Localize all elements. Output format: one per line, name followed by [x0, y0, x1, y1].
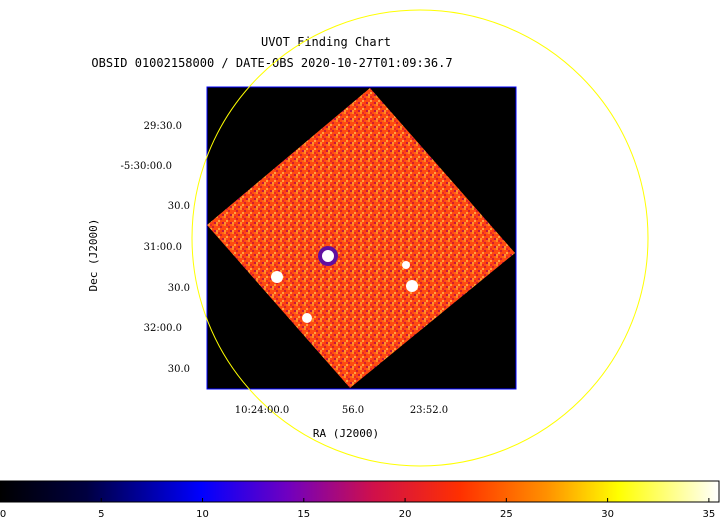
colorbar-tick-label: 20 — [399, 509, 412, 520]
colorbar-tick-label: 15 — [297, 509, 310, 520]
ra-tick-label: 56.0 — [342, 405, 364, 416]
colorbar-tick-label: 25 — [500, 509, 513, 520]
colorbar-tick-label: 5 — [98, 509, 104, 520]
colorbar-tick-label: 35 — [703, 509, 716, 520]
dec-tick-label: 32:00.0 — [144, 323, 182, 334]
x-axis-label: RA (J2000) — [313, 427, 379, 440]
y-axis-label: Dec (J2000) — [87, 219, 100, 292]
chart-subtitle: OBSID 01002158000 / DATE-OBS 2020-10-27T… — [91, 56, 452, 70]
colorbar — [0, 480, 720, 503]
source-1 — [322, 250, 334, 262]
ra-tick-label: 23:52.0 — [410, 405, 448, 416]
dec-tick-labels: 29:30.0 -5:30:00.0 30.0 31:00.0 30.0 32:… — [121, 121, 190, 375]
dec-tick-label: 29:30.0 — [144, 121, 182, 132]
dec-tick-label: 30.0 — [168, 283, 190, 294]
dec-tick-label: -5:30:00.0 — [121, 161, 172, 172]
chart-title: UVOT Finding Chart — [261, 35, 391, 49]
ra-tick-label: 10:24:00.0 — [235, 405, 289, 416]
dec-tick-label: 30.0 — [168, 201, 190, 212]
dec-tick-label: 31:00.0 — [144, 242, 182, 253]
field-of-view-circle — [191, 9, 649, 467]
sources — [271, 246, 418, 323]
colorbar-tick-label: 0 — [0, 509, 6, 520]
source-5 — [406, 280, 418, 292]
dec-tick-label: 30.0 — [168, 364, 190, 375]
exposure-footprint — [207, 88, 515, 388]
source-3 — [302, 313, 312, 323]
colorbar-tick-label: 30 — [601, 509, 614, 520]
colorbar-tick-label: 10 — [196, 509, 209, 520]
ra-tick-labels: 10:24:00.0 56.0 23:52.0 — [235, 405, 448, 416]
colorbar-ticks: 0 5 10 15 20 25 30 35 — [0, 498, 715, 520]
source-4 — [402, 261, 410, 269]
source-2 — [271, 271, 283, 283]
